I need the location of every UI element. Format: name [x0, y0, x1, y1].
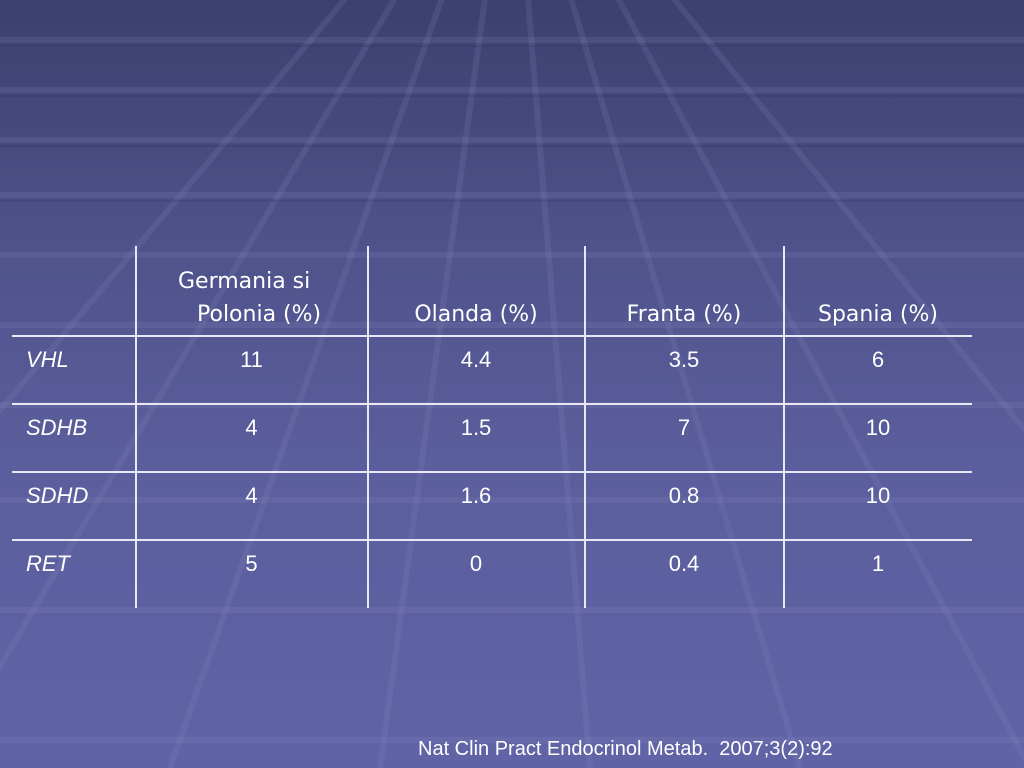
table-cell: 4 [245, 483, 258, 508]
column-divider [584, 246, 586, 608]
header-franta: Franta (%) [626, 302, 742, 327]
row-divider [12, 539, 972, 541]
table-cell: 7 [677, 415, 691, 440]
table-cell: 3.5 [668, 347, 700, 372]
row-divider [12, 471, 972, 473]
column-divider [135, 246, 137, 608]
table-cell: 1.5 [460, 415, 492, 440]
table-cell: 4 [245, 415, 258, 440]
table-cell: 0.4 [668, 551, 700, 576]
table-cell: 10 [865, 483, 891, 508]
row-label-sdhd: SDHD [26, 483, 89, 508]
table-cell: 11 [240, 347, 263, 372]
header-germania-polonia-line2: Polonia (%) [197, 302, 322, 327]
row-label-ret: RET [26, 551, 70, 576]
table-cell: 1 [871, 551, 885, 576]
column-divider [367, 246, 369, 608]
table-cell: 0 [469, 551, 483, 576]
row-divider [12, 335, 972, 337]
table-cell: 1.6 [460, 483, 492, 508]
header-germania-polonia-line1: Germania si [178, 269, 311, 294]
table-cell: 4.4 [460, 347, 492, 372]
row-label-vhl: VHL [26, 347, 69, 372]
column-divider [783, 246, 785, 608]
citation: Nat Clin Pract Endocrinol Metab. 2007;3(… [418, 738, 833, 760]
row-divider [12, 403, 972, 405]
header-spania: Spania (%) [817, 302, 938, 327]
header-olanda: Olanda (%) [414, 302, 538, 327]
table-cell: 6 [871, 347, 885, 372]
row-label-sdhb: SDHB [26, 415, 88, 440]
table-cell: 10 [865, 415, 891, 440]
data-table: Germania si Polonia (%) Olanda (%) Frant… [12, 246, 972, 608]
table-cell: 5 [245, 551, 258, 576]
table-cell: 0.8 [668, 483, 700, 508]
